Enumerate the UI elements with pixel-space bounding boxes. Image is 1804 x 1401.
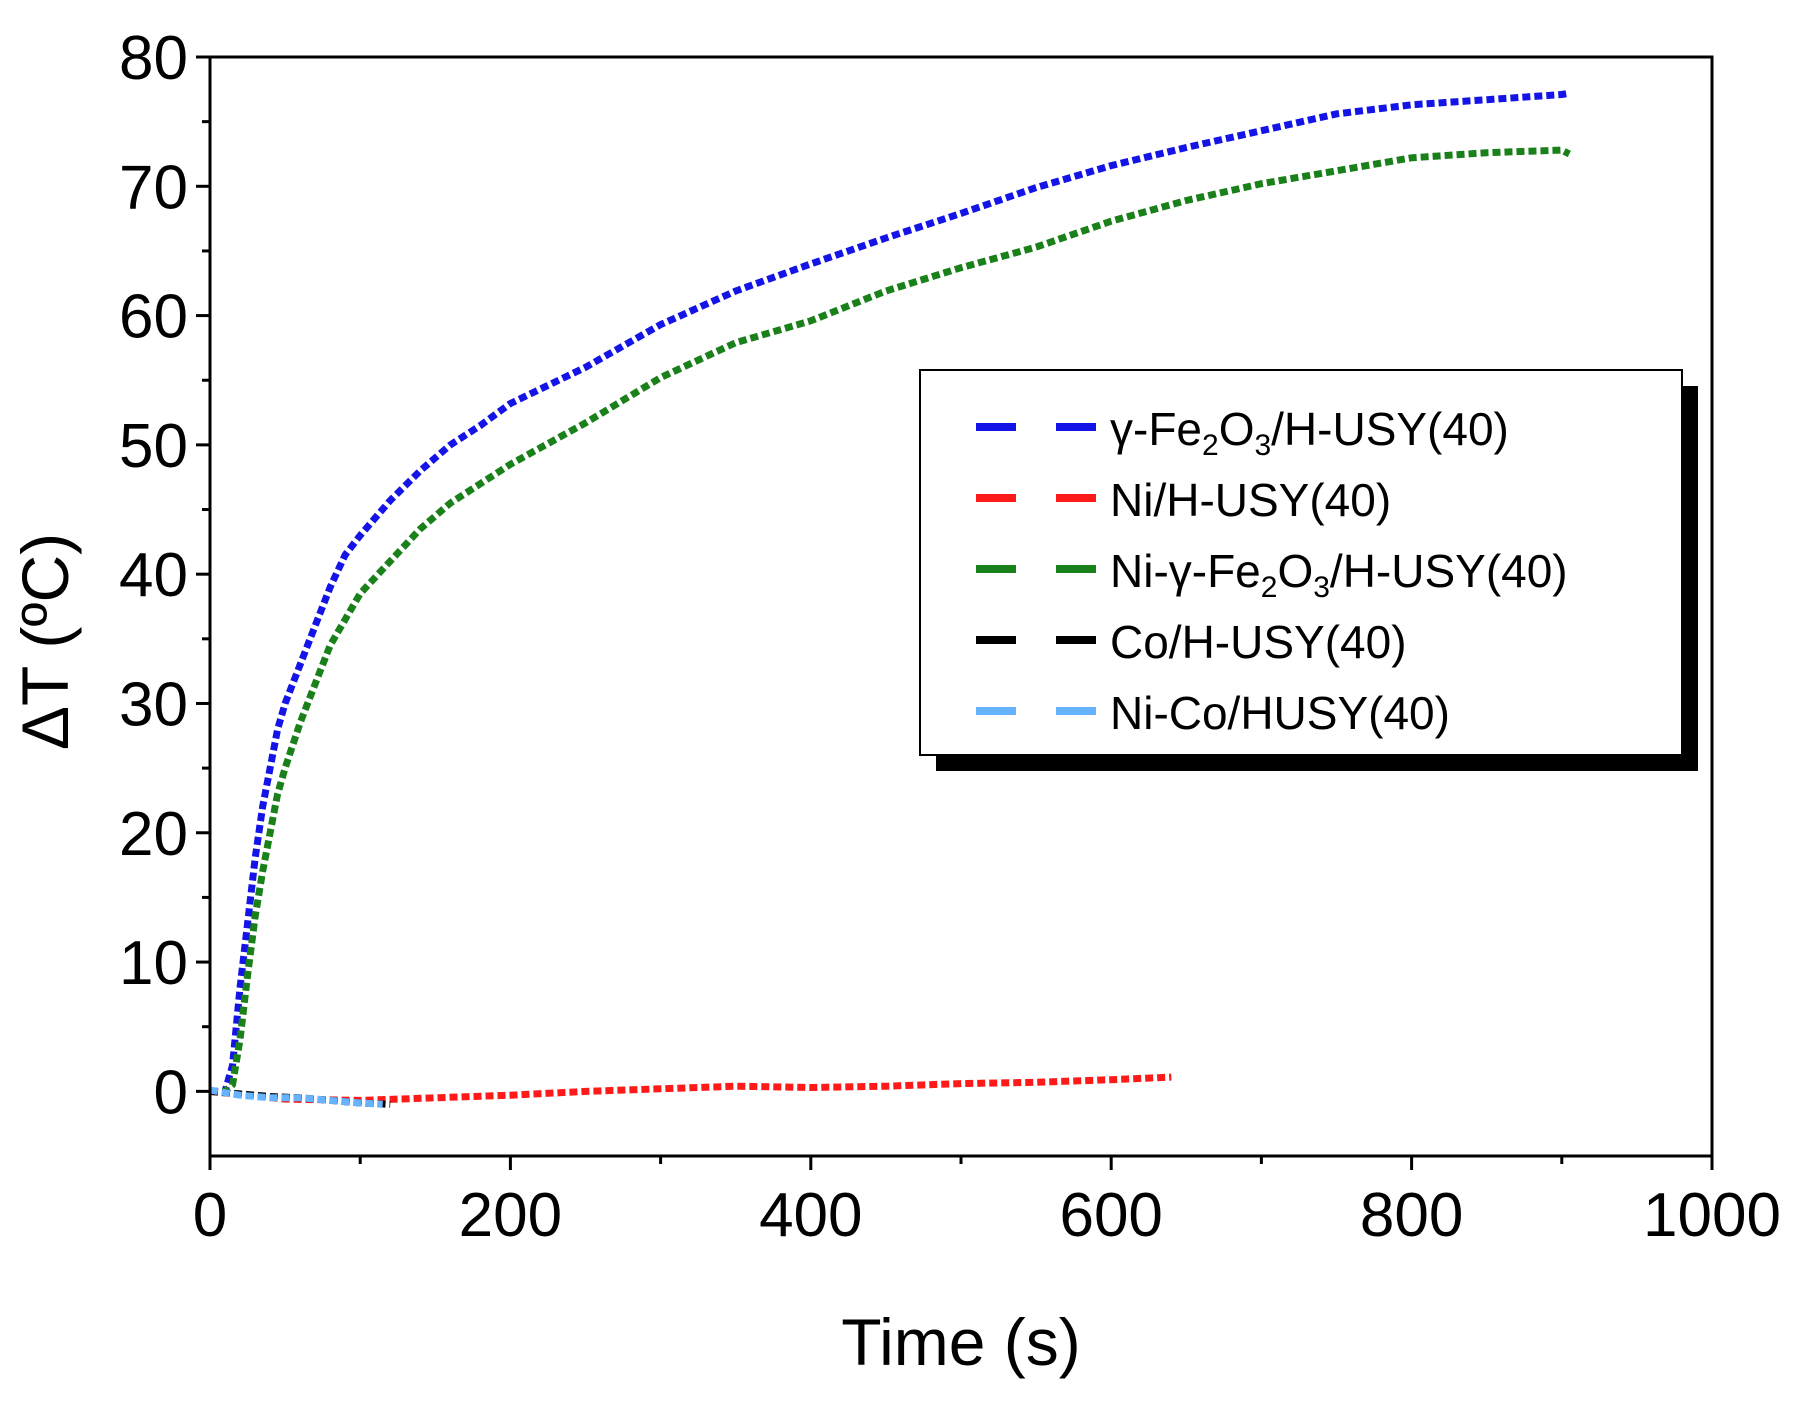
legend-label-part: 2 [1261,571,1278,604]
legend-label-part: /H-USY(40) [1271,403,1509,455]
legend-label-part: /H-USY(40) [1330,545,1568,597]
x-tick-label: 200 [459,1181,562,1250]
y-axis-label: ΔT (ºC) [8,533,82,750]
x-tick-label: 800 [1360,1181,1463,1250]
legend-box [919,369,1683,756]
y-tick-label: 10 [119,929,188,998]
legend-label-part: γ-Fe [1110,403,1202,455]
x-tick-label: 600 [1059,1181,1162,1250]
x-axis-label: Time (s) [841,1305,1081,1379]
legend: γ-Fe2O3/H-USY(40)Ni/H-USY(40)Ni-γ-Fe2O3/… [919,369,1698,771]
legend-label-2: Ni-γ-Fe2O3/H-USY(40) [1110,545,1568,604]
legend-label-4: Ni-Co/HUSY(40) [1110,687,1450,739]
x-tick-label: 0 [193,1181,227,1250]
series-line-2 [210,146,1571,1095]
legend-label-part: O [1277,545,1313,597]
series-line-0 [210,89,1570,1095]
y-tick-label: 50 [119,412,188,481]
legend-label-1: Ni/H-USY(40) [1110,474,1391,526]
legend-label-part: 3 [1313,571,1330,604]
legend-label-part: Ni-Co/HUSY(40) [1110,687,1450,739]
axes-layer: 0 200 400 600 800 1000 0 10 20 30 40 50 60 70 80 Time (… [8,24,1781,1379]
legend-label-part: Ni/H-USY(40) [1110,474,1391,526]
legend-label-part: 3 [1254,429,1271,462]
y-tick-label: 70 [119,153,188,222]
legend-label-3: Co/H-USY(40) [1110,616,1407,668]
y-tick-label: 40 [119,541,188,610]
legend-label-0: γ-Fe2O3/H-USY(40) [1110,403,1509,462]
legend-label-part: O [1219,403,1255,455]
x-tick-label: 1000 [1643,1181,1781,1250]
series-line-1 [209,1073,1172,1104]
series-layer [209,89,1571,1108]
y-tick-label: 60 [119,283,188,352]
series-line-4 [209,1086,383,1108]
legend-label-part: Co/H-USY(40) [1110,616,1407,668]
y-tick-label: 80 [119,24,188,93]
legend-label-part: 2 [1202,429,1219,462]
legend-label-part: Ni-γ-Fe [1110,545,1261,597]
y-tick-label: 0 [154,1058,188,1127]
y-tick-label: 20 [119,800,188,869]
y-tick-label: 30 [119,670,188,739]
x-tick-label: 400 [759,1181,862,1250]
